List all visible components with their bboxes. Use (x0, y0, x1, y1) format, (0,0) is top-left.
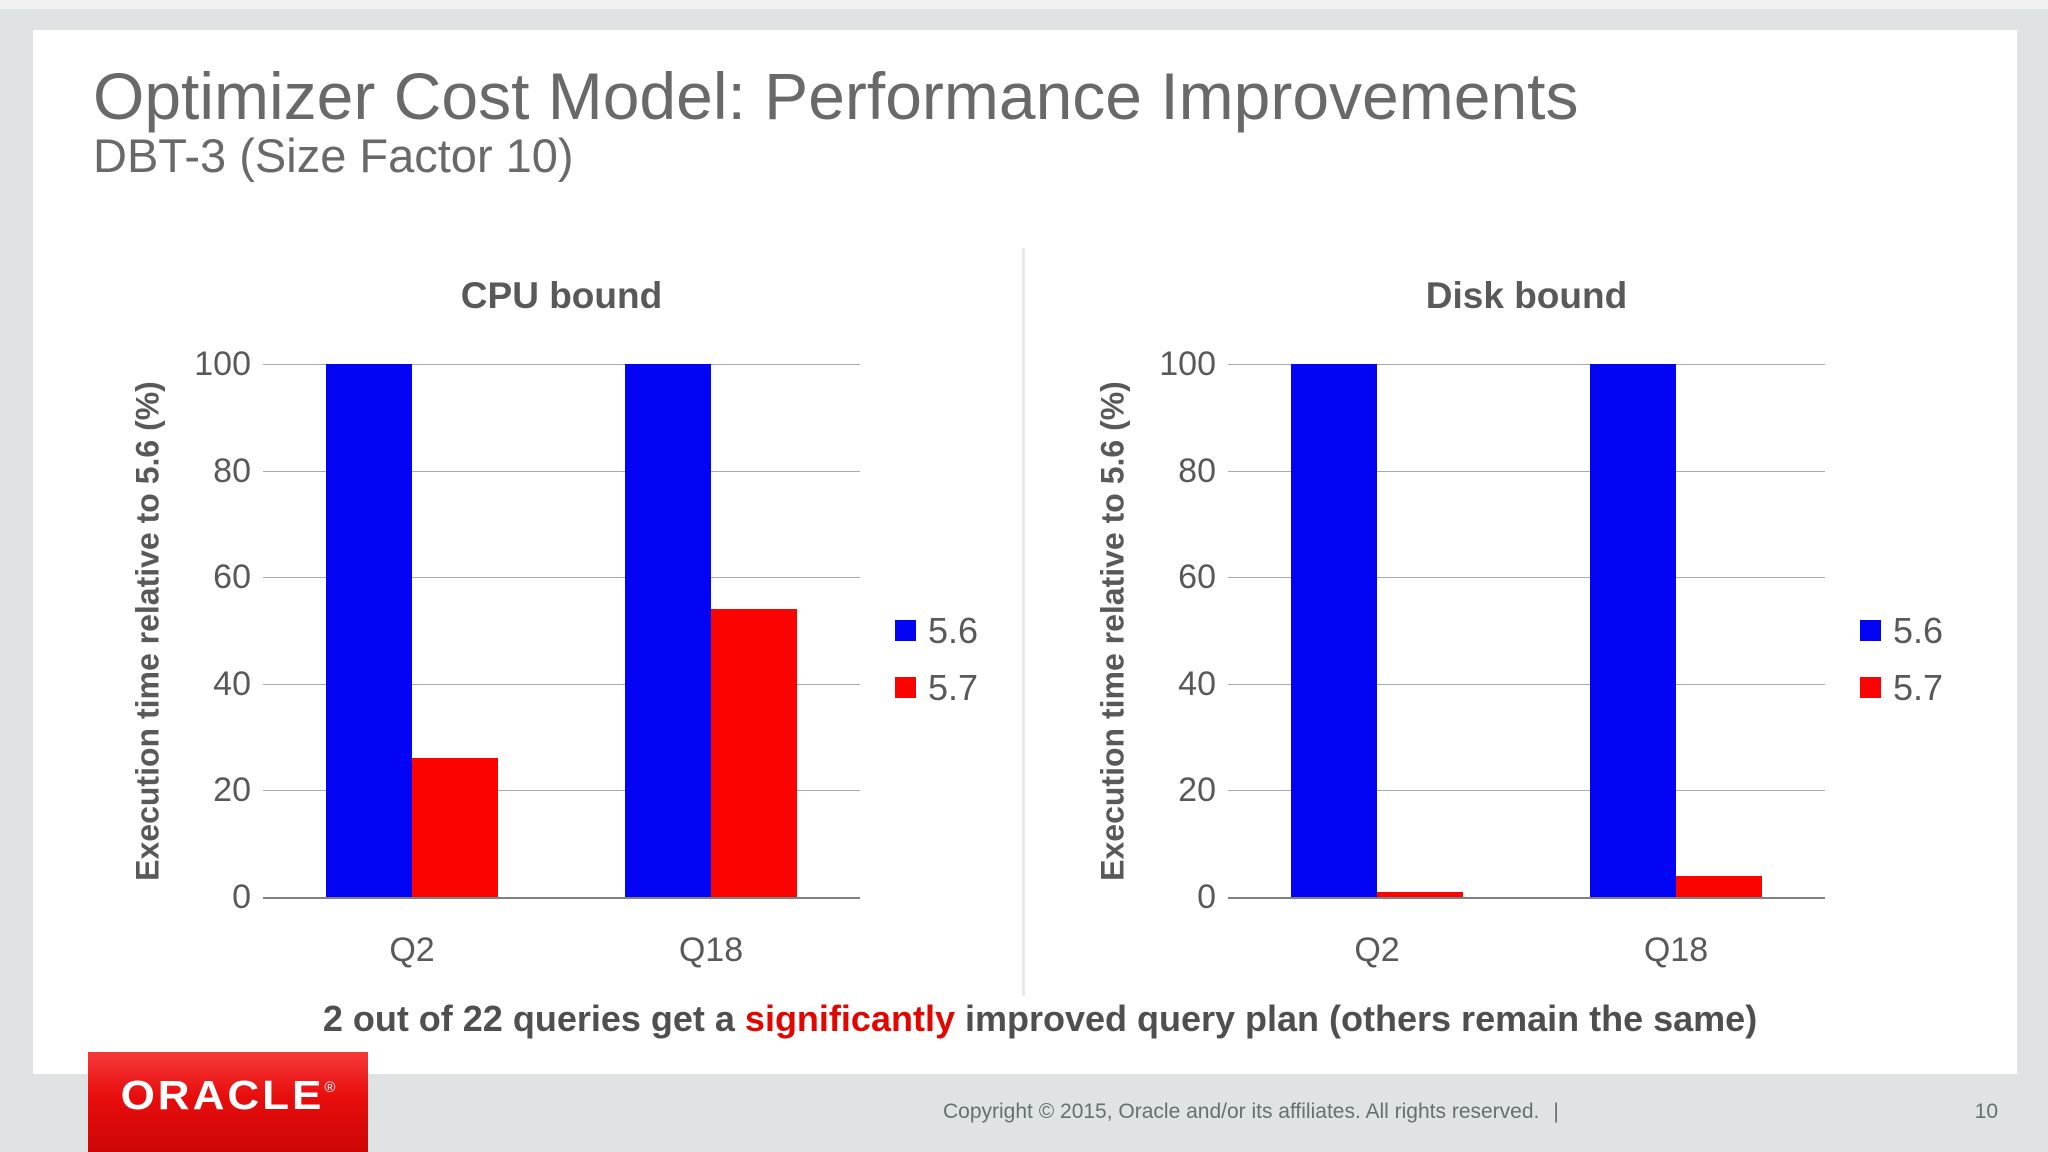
bar-5.6-Q18 (625, 364, 711, 897)
bar-5.7-Q2 (412, 758, 498, 897)
footer-copyright: Copyright © 2015, Oracle and/or its affi… (943, 1100, 1559, 1124)
gridline (263, 470, 860, 472)
y-tick-label: 0 (232, 878, 251, 916)
x-category-label: Q18 (1643, 931, 1709, 969)
statement-suffix: improved query plan (others remain the s… (954, 998, 1758, 1039)
gridline (1228, 790, 1825, 792)
y-tick-label: 100 (194, 345, 251, 383)
y-tick-label: 80 (1178, 451, 1216, 490)
x-category-label: Q2 (1354, 931, 1400, 969)
y-tick-label: 60 (213, 558, 251, 597)
gridline (1228, 364, 1825, 365)
bar-5.6-Q2 (1291, 364, 1377, 897)
legend-label-5.6: 5.6 (1893, 610, 1944, 651)
oracle-logo: ORACLE ® (88, 1052, 368, 1152)
x-category-label: Q18 (678, 931, 744, 969)
y-tick-label: 100 (1159, 345, 1216, 383)
legend-label-5.6: 5.6 (928, 610, 979, 651)
y-tick-label: 60 (1178, 558, 1216, 597)
chart-title: CPU bound (460, 275, 663, 316)
y-tick-label: 80 (213, 451, 251, 490)
x-axis-line (1228, 897, 1825, 899)
page-subtitle: DBT-3 (Size Factor 10) (93, 129, 574, 182)
cpu-bound-bar-chart: CPU bound Execution time relative to 5.6 … (103, 275, 1003, 995)
y-tick-label: 20 (213, 771, 251, 810)
legend-swatch-5.6 (1860, 620, 1881, 641)
gridline (263, 577, 860, 579)
screen-top-strip (0, 0, 2048, 9)
bar-5.7-Q18 (711, 609, 797, 897)
footer-separator: | (1553, 1100, 1559, 1123)
disk-bound-bar-chart: Disk bound Execution time relative to 5.6… (1068, 275, 1968, 995)
copyright-text: Copyright © 2015, Oracle and/or its affi… (943, 1100, 1540, 1123)
statement-prefix: 2 out of 22 queries get a (322, 998, 745, 1039)
y-tick-label: 40 (1178, 664, 1216, 703)
statement-highlight: significantly (744, 998, 955, 1039)
x-category-label: Q2 (389, 931, 435, 969)
registered-trademark-icon: ® (324, 1078, 336, 1096)
y-axis-label: Execution time relative to 5.6 (%) (129, 380, 165, 881)
legend-swatch-5.6 (895, 620, 916, 641)
chart-divider-line (1022, 248, 1025, 996)
y-tick-label: 0 (1197, 878, 1216, 916)
chart-title: Disk bound (1425, 275, 1628, 316)
bar-5.6-Q2 (326, 364, 412, 897)
y-axis-label: Execution time relative to 5.6 (%) (1094, 380, 1130, 881)
legend-swatch-5.7 (895, 677, 916, 698)
page-number: 10 (1974, 1100, 1998, 1123)
y-tick-label: 40 (213, 664, 251, 703)
page-title: Optimizer Cost Model: Performance Improv… (93, 59, 1579, 133)
bar-5.6-Q18 (1590, 364, 1676, 897)
bar-5.7-Q18 (1676, 875, 1762, 897)
legend-label-5.7: 5.7 (928, 667, 979, 708)
x-axis-line (263, 897, 860, 899)
legend-swatch-5.7 (1860, 677, 1881, 698)
oracle-logo-text: ORACLE (120, 1073, 325, 1119)
summary-statement: 2 out of 22 queries get a significantly … (33, 998, 2017, 1040)
gridline (1228, 470, 1825, 472)
gridline (1228, 577, 1825, 579)
bar-5.7-Q2 (1377, 891, 1463, 897)
gridline (263, 364, 860, 365)
gridline (1228, 683, 1825, 685)
gridline (263, 790, 860, 792)
y-tick-label: 20 (1178, 771, 1216, 810)
legend-label-5.7: 5.7 (1893, 667, 1944, 708)
slide: Optimizer Cost Model: Performance Improv… (33, 30, 2017, 1074)
gridline (263, 683, 860, 685)
